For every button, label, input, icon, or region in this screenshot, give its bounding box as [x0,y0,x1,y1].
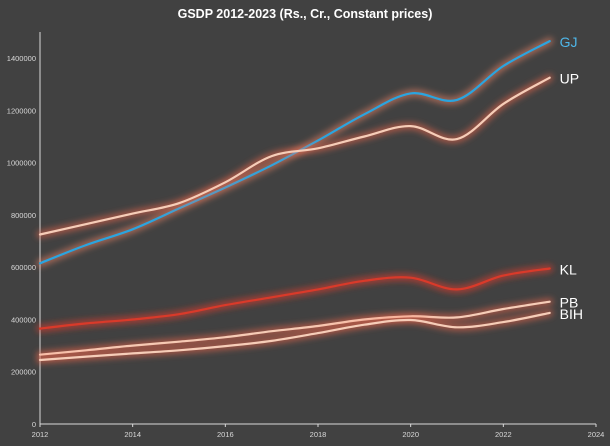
series-pb-line [38,300,551,356]
y-tick-label: 800000 [11,211,36,220]
series-label-gj: GJ [560,34,578,50]
series-pb [36,298,554,359]
x-tick-label: 2016 [217,430,234,439]
x-tick-label: 2020 [402,430,419,439]
y-tick-label: 1200000 [7,106,36,115]
y-tick-label: 200000 [11,368,36,377]
x-tick-label: 2012 [32,430,49,439]
series-bih [36,309,554,364]
series-kl-line [38,267,551,330]
y-tick-label: 600000 [11,263,36,272]
series-up [36,74,554,238]
series-label-up: UP [560,71,579,87]
y-tick-label: 400000 [11,315,36,324]
series-kl-glow [36,265,554,333]
series-up-line [38,76,551,236]
x-tick-label: 2014 [124,430,141,439]
y-tick-label: 1400000 [7,54,36,63]
chart-title: GSDP 2012-2023 (Rs., Cr., Constant price… [178,7,433,21]
series-label-kl: KL [560,262,577,278]
x-tick-label: 2024 [588,430,605,439]
series-kl [36,265,554,333]
axes: 0 200000 400000 600000 800000 1000000 1200000 1… [7,32,605,439]
y-tick-label: 1000000 [7,159,36,168]
series-bih-line [38,311,551,362]
series-label-bih: BIH [560,306,583,322]
series-layer [36,37,554,364]
x-tick-label: 2022 [495,430,512,439]
y-tick-label: 0 [32,420,36,429]
series-label-pb: PB [560,295,579,311]
x-tick-label: 2018 [310,430,327,439]
